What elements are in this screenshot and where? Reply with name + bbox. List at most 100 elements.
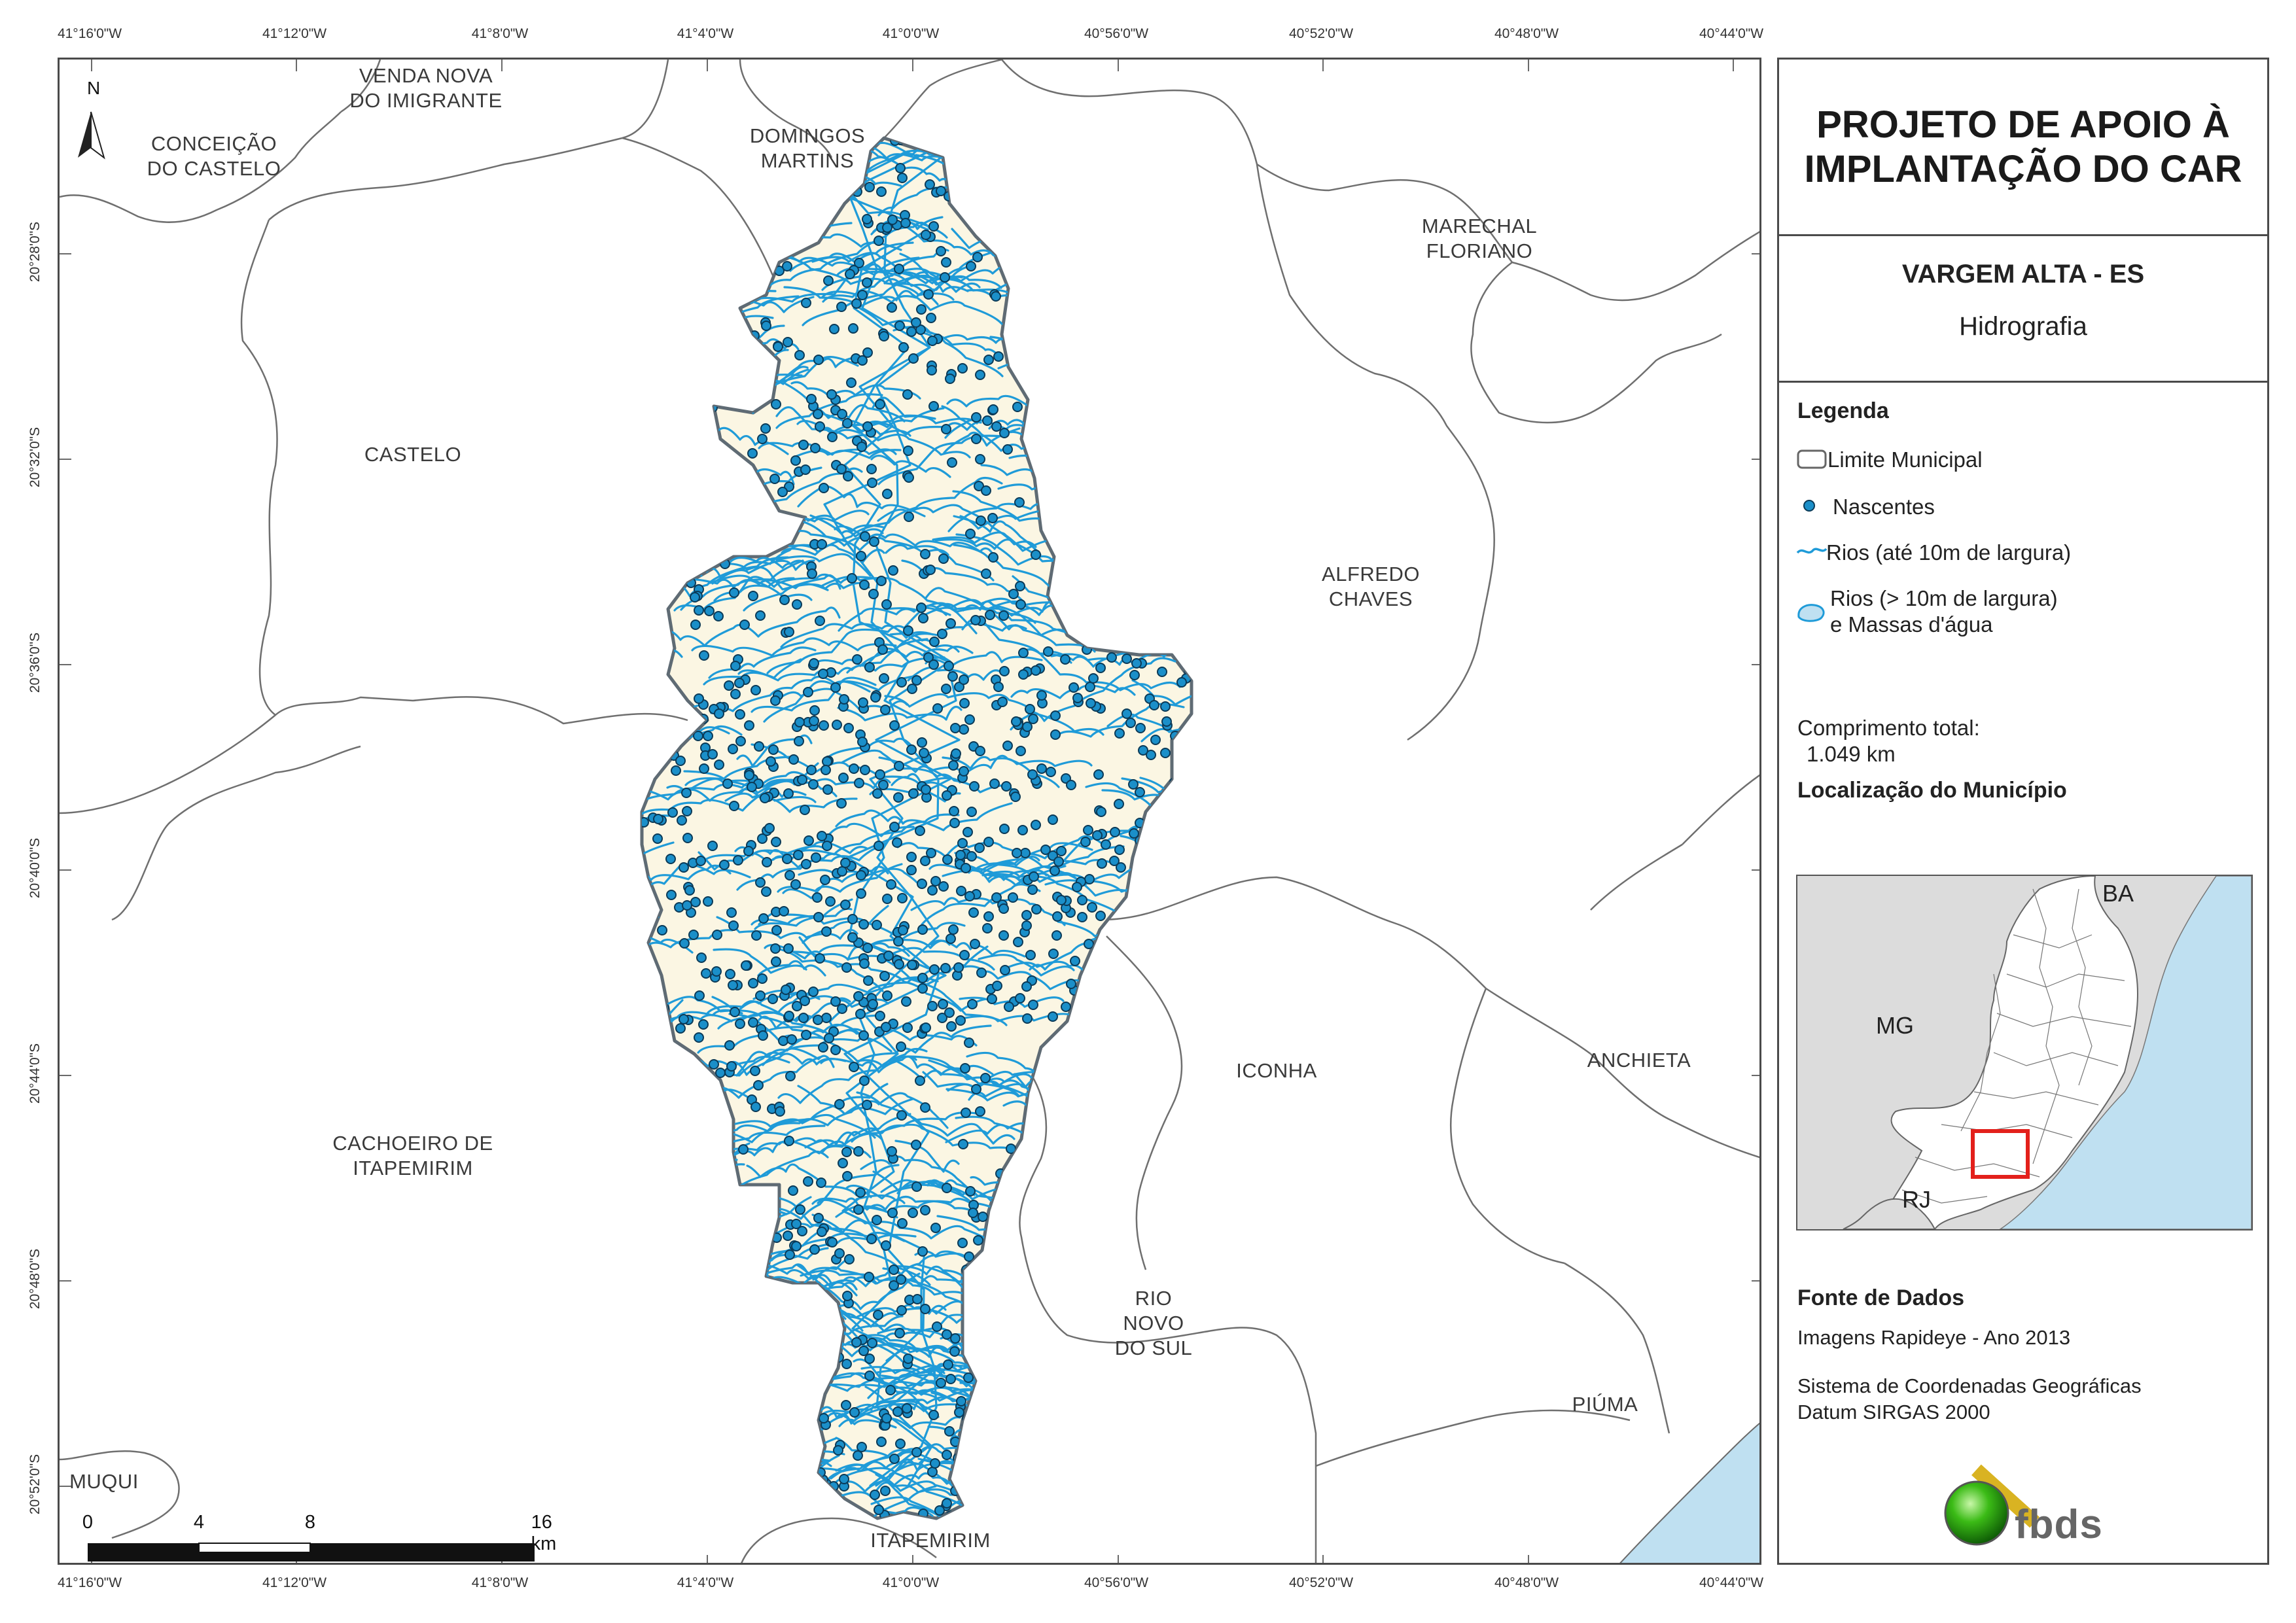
spring-point	[733, 855, 743, 865]
spring-point	[843, 723, 854, 733]
spring-point	[957, 838, 968, 848]
river-segment	[691, 637, 897, 657]
bottom-tick-label: 40°44'0"W	[1699, 1575, 1764, 1590]
river-segment	[671, 351, 768, 380]
spring-point	[858, 1030, 869, 1041]
spring-point	[783, 1230, 793, 1241]
spring-point	[783, 337, 793, 347]
spring-point	[817, 831, 827, 841]
spring-point	[755, 610, 766, 621]
spring-point	[771, 956, 781, 967]
spring-point	[925, 179, 935, 190]
spring-point	[781, 985, 791, 995]
spring-point	[976, 515, 986, 526]
spring-point	[963, 827, 973, 837]
spring-point	[903, 1353, 913, 1364]
spring-point	[854, 258, 864, 268]
spring-point	[785, 1249, 795, 1260]
spring-point	[1080, 837, 1091, 847]
spring-point	[747, 448, 758, 459]
river-segment	[708, 646, 817, 679]
spring-point	[968, 1273, 979, 1283]
spring-point	[821, 926, 832, 937]
spring-point	[872, 1215, 882, 1225]
river-segment	[884, 692, 1104, 736]
spring-point	[1031, 550, 1041, 560]
spring-point	[1114, 728, 1125, 739]
spring-point	[1110, 827, 1120, 837]
bottom-tick-label: 40°56'0"W	[1084, 1575, 1149, 1590]
inset-municipal-lines	[1901, 888, 2132, 1204]
spring-point	[943, 1359, 953, 1370]
river-segment	[717, 968, 942, 1030]
spring-point	[971, 412, 981, 423]
spring-point	[1025, 950, 1036, 960]
spring-point	[1029, 871, 1039, 882]
spring-point	[722, 778, 733, 789]
spring-point	[771, 925, 782, 935]
river-segment	[1105, 1002, 1192, 1022]
spring-point	[889, 822, 900, 832]
spring-point	[699, 763, 709, 774]
spring-point	[991, 291, 1001, 302]
spring-point	[1028, 1000, 1038, 1010]
spring-point	[853, 1146, 864, 1157]
spring-point	[773, 341, 783, 352]
spring-point	[856, 551, 866, 561]
spring-point	[1025, 704, 1035, 714]
spring-point	[932, 1321, 942, 1332]
river-segment	[751, 676, 877, 713]
spring-point	[862, 347, 873, 358]
spring-point	[750, 1066, 760, 1076]
spring-point	[758, 913, 769, 924]
spring-point	[956, 1396, 966, 1406]
spring-point	[849, 763, 859, 774]
spring-point	[930, 876, 941, 886]
river-segment	[809, 514, 884, 538]
spring-point	[982, 923, 993, 934]
spring-point	[975, 1106, 985, 1117]
spring-point	[850, 1509, 860, 1518]
spring-point	[917, 1246, 928, 1257]
river-segment	[891, 773, 951, 791]
spring-point	[735, 1019, 745, 1029]
river-segment	[775, 393, 883, 429]
river-segment	[982, 1246, 1050, 1260]
spring-point	[1101, 839, 1111, 850]
spring-point	[1050, 865, 1060, 876]
spring-point	[823, 275, 834, 286]
spring-point	[656, 1022, 667, 1033]
spring-point	[832, 720, 842, 730]
spring-point	[784, 1136, 794, 1146]
spring-point	[784, 230, 794, 241]
spring-point	[741, 468, 751, 479]
river-segment	[953, 1467, 1152, 1518]
spring-point	[920, 1304, 930, 1314]
spring-point	[1070, 956, 1080, 966]
spring-point	[751, 1102, 761, 1112]
river-segment	[835, 1437, 962, 1469]
spring-point	[813, 355, 824, 365]
spring-point	[1021, 910, 1032, 920]
location-inset-map: BA MG RJ	[1796, 875, 2253, 1230]
spring-point	[929, 637, 940, 647]
spring-point	[1016, 599, 1026, 610]
spring-point	[920, 1205, 930, 1215]
spring-point	[819, 1505, 829, 1515]
spring-point	[798, 1013, 809, 1023]
spring-point	[755, 990, 766, 1001]
spring-point	[744, 770, 754, 780]
spring-point	[870, 692, 881, 703]
spring-point	[699, 650, 709, 661]
inset-label-ba: BA	[2102, 880, 2134, 907]
spring-point	[1052, 911, 1063, 922]
spring-point	[682, 806, 692, 816]
spring-point	[1129, 670, 1140, 680]
spring-point	[874, 841, 884, 851]
spring-point	[1114, 845, 1125, 855]
spring-point	[793, 850, 804, 860]
river-segment	[864, 1386, 940, 1418]
spring-point	[975, 746, 985, 756]
spring-point	[1093, 1033, 1104, 1043]
river-segment	[642, 510, 764, 538]
